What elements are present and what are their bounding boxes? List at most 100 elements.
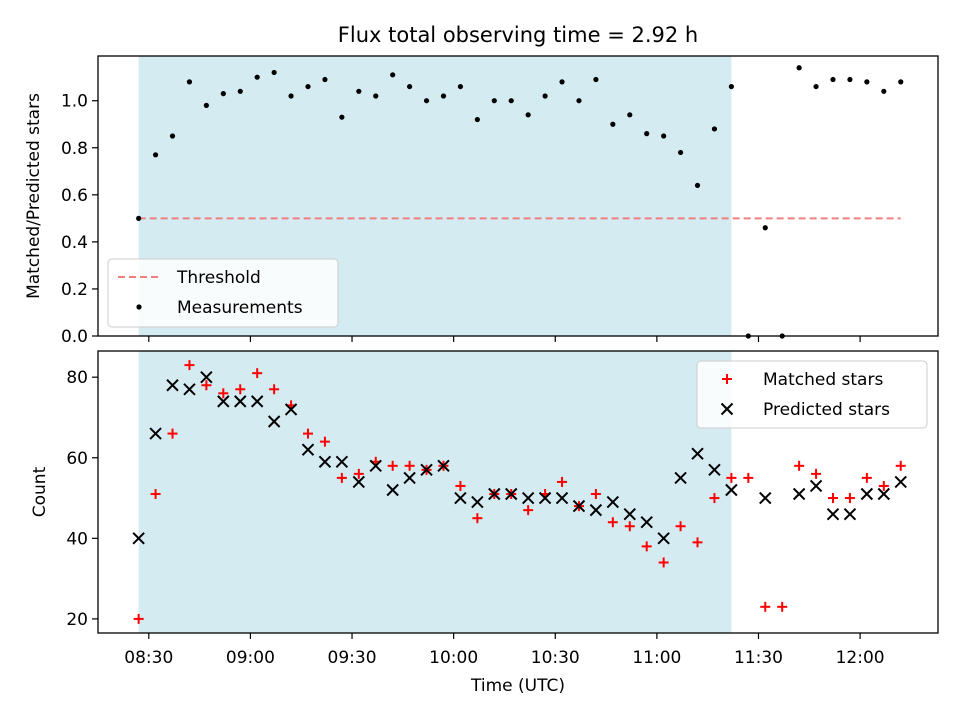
y-tick-label: 40 — [66, 529, 88, 549]
y-tick-label: 60 — [66, 449, 88, 469]
matched-star-point — [387, 460, 398, 471]
predicted-star-point — [420, 463, 433, 477]
legend-matched-label: Matched stars — [763, 370, 883, 390]
predicted-star-point — [166, 379, 179, 392]
predicted-star-point — [792, 487, 806, 501]
predicted-star-point — [708, 463, 721, 477]
measurement-point — [356, 88, 362, 94]
ratio-y-ticks: 0.0 0.2 0.4 0.6 0.8 1.0 — [61, 92, 98, 347]
predicted-star-point — [759, 491, 772, 505]
measurement-point — [610, 121, 616, 127]
x-tick-label: 09:30 — [328, 648, 377, 668]
measurement-point — [644, 131, 650, 137]
predicted-star-point — [826, 507, 840, 521]
matched-star-point — [743, 472, 754, 483]
measurement-point — [203, 102, 209, 109]
predicted-star-point — [657, 532, 670, 545]
predicted-star-point — [149, 427, 162, 440]
predicted-star-point — [183, 383, 196, 396]
x-tick-label: 10:30 — [531, 648, 580, 668]
matched-star-point — [269, 384, 280, 395]
count-panel: 20 40 60 80 08:30 09:00 09:30 10:00 10:30 11:00 1… — [30, 350, 939, 696]
measurement-point — [525, 112, 531, 118]
matched-star-point — [760, 601, 771, 612]
matched-star-point — [675, 521, 686, 532]
matched-star-point — [523, 505, 534, 516]
predicted-star-point — [691, 447, 704, 460]
legend-measurements-swatch — [136, 304, 142, 310]
matched-star-point — [252, 368, 263, 379]
measurement-point — [491, 98, 497, 104]
y-tick-label: 1.0 — [61, 92, 88, 112]
y-tick-label: 20 — [66, 610, 88, 630]
predicted-star-point — [640, 516, 653, 529]
x-tick-label: 11:00 — [632, 648, 681, 668]
y-tick-label: 80 — [66, 368, 88, 388]
predicted-star-point — [843, 507, 857, 521]
matched-star-point — [624, 521, 635, 532]
matched-star-point — [353, 468, 364, 479]
x-tick-label: 08:30 — [124, 648, 173, 668]
measurement-point — [830, 76, 836, 83]
measurement-point — [813, 83, 819, 90]
matched-star-point — [794, 460, 805, 471]
predicted-star-point — [555, 491, 569, 505]
matched-star-point — [590, 489, 601, 500]
predicted-star-point — [894, 475, 907, 489]
matched-star-point — [692, 537, 703, 548]
measurement-point — [373, 93, 379, 99]
x-tick-label: 10:00 — [429, 648, 478, 668]
predicted-star-point — [877, 487, 891, 501]
measurement-point — [864, 79, 870, 85]
matched-star-point — [336, 472, 347, 483]
predicted-star-point — [284, 403, 298, 416]
predicted-star-point — [318, 455, 332, 468]
predicted-star-point — [386, 483, 399, 497]
legend-predicted-marker — [720, 402, 734, 416]
legend-matched-swatch — [722, 374, 732, 384]
matched-star-point — [895, 460, 906, 471]
x-tick-label: 11:30 — [734, 648, 783, 668]
measurement-point — [169, 133, 176, 139]
ratio-panel: 0.0 0.2 0.4 0.6 0.8 1.0 Matched/Predicted sta… — [24, 55, 939, 347]
count-legend: Matched stars Predicted stars — [696, 360, 928, 429]
measurement-point — [339, 114, 345, 120]
y-tick-label: 0.6 — [61, 186, 88, 206]
predicted-star-point — [623, 507, 636, 521]
measurement-point — [474, 116, 480, 123]
matched-star-point — [557, 476, 568, 487]
ratio-x-ticks — [148, 336, 861, 342]
legend-predicted-label: Predicted stars — [763, 400, 890, 420]
matched-star-points — [133, 360, 906, 624]
measurement-point — [271, 69, 277, 76]
predicted-star-point — [234, 395, 247, 408]
matched-star-point — [319, 436, 330, 447]
predicted-star-point — [437, 459, 450, 473]
count-y-ticks: 20 40 60 80 — [66, 368, 98, 630]
matched-star-point — [726, 472, 737, 483]
matched-star-point — [777, 601, 788, 612]
measurement-point — [305, 83, 311, 90]
measurement-point — [390, 72, 396, 78]
legend-measurements-label: Measurements — [177, 298, 303, 318]
matched-star-point — [878, 480, 889, 491]
measurement-point — [847, 76, 853, 83]
predicted-star-point — [538, 491, 552, 505]
measurement-point — [322, 76, 328, 83]
measurement-point — [694, 182, 701, 189]
matched-star-point — [133, 613, 144, 624]
matched-star-point — [201, 380, 212, 391]
measurement-point — [898, 79, 904, 85]
measurement-point — [407, 83, 413, 90]
predicted-star-point — [403, 471, 416, 485]
y-tick-label: 0.2 — [61, 280, 88, 300]
measurement-point — [559, 79, 565, 85]
count-y-axis-label: Count — [30, 466, 50, 517]
matched-star-point — [709, 493, 720, 504]
predicted-star-point — [488, 487, 501, 501]
predicted-star-point — [505, 487, 518, 501]
predicted-star-point — [267, 415, 281, 428]
matched-star-point — [472, 513, 483, 524]
measurement-point — [423, 98, 430, 104]
